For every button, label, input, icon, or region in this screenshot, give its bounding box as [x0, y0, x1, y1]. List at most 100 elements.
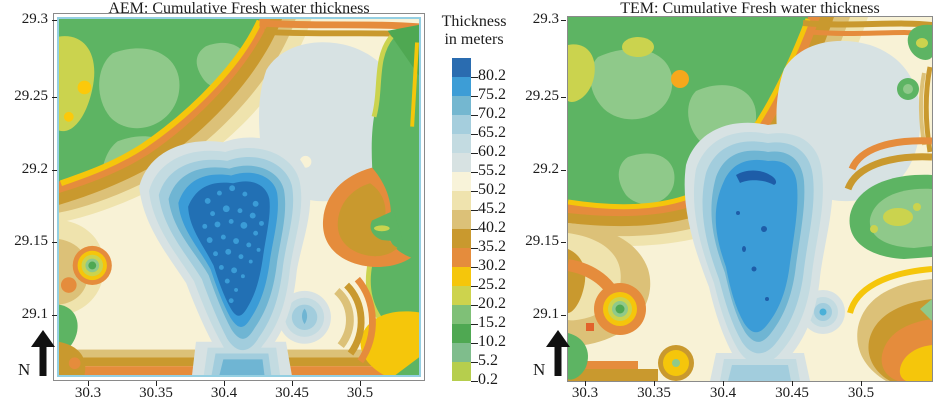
legend-swatch [452, 172, 471, 191]
aem-title: AEM: Cumulative Fresh water thickness [108, 0, 370, 17]
aem-y-tick-label: 29.3 [21, 11, 48, 27]
legend-level-label: 75.2 [478, 86, 506, 103]
legend-level-label: 0.2 [478, 371, 498, 388]
tem-east-edge-features [844, 24, 933, 259]
tem-y-tick-mark [561, 170, 566, 171]
aem-x-tick-mark [360, 381, 361, 386]
legend-level-label: 80.2 [478, 67, 506, 84]
aem-y-tick-mark [52, 20, 57, 21]
aem-north-label: N [18, 360, 31, 379]
tem-y-tick-label: 29.3 [532, 11, 559, 27]
legend-level-label: 15.2 [478, 314, 506, 331]
legend-swatch [452, 324, 471, 343]
legend-tick-mark [471, 96, 478, 97]
aem-x-tick-label: 30.4 [210, 385, 238, 401]
legend-tick-mark [471, 115, 478, 116]
tem-y-tick-mark [561, 97, 566, 98]
aem-north-arrow [30, 330, 56, 376]
tem-north-arrow [545, 330, 571, 376]
legend-level-label: 5.2 [478, 352, 498, 369]
tem-x-tick-mark [861, 381, 862, 386]
legend-tick-mark [471, 210, 478, 211]
aem-deep-zone-speckles [202, 185, 264, 304]
legend-level-label: 35.2 [478, 238, 506, 255]
aem-x-tick-mark [88, 381, 89, 386]
aem-plot-inner-frame [57, 17, 421, 377]
legend-tick-mark [471, 381, 478, 382]
tem-y-tick-label: 29.25 [525, 88, 559, 104]
tem-y-tick-mark [561, 20, 566, 21]
legend-tick-mark [471, 191, 478, 192]
legend-tick-mark [471, 153, 478, 154]
tem-x-tick-mark [723, 381, 724, 386]
legend-tick-mark [471, 267, 478, 268]
tem-north-label: N [533, 360, 546, 379]
aem-y-tick-mark [52, 97, 57, 98]
legend-title-line2: in meters [444, 31, 504, 48]
aem-contour-map [59, 19, 420, 375]
legend-tick-mark [471, 77, 478, 78]
tem-x-tick-mark [792, 381, 793, 386]
aem-y-tick-label: 29.2 [21, 161, 48, 177]
legend-swatch [452, 286, 471, 305]
aem-x-tick-label: 30.45 [275, 385, 309, 401]
tem-x-tick-label: 30.4 [709, 385, 737, 401]
tem-x-tick-label: 30.45 [775, 385, 809, 401]
aem-y-tick-mark [52, 242, 57, 243]
legend-level-label: 45.2 [478, 200, 506, 217]
aem-southwest-features [59, 219, 112, 375]
legend-swatch [452, 77, 471, 96]
legend-level-label: 20.2 [478, 295, 506, 312]
legend-level-label: 40.2 [478, 219, 506, 236]
legend-tick-mark [471, 248, 478, 249]
aem-x-tick-mark [224, 381, 225, 386]
legend-swatch [452, 58, 471, 77]
aem-x-tick-mark [156, 381, 157, 386]
legend-tick-mark [471, 134, 478, 135]
tem-deep-zone-marks [736, 170, 777, 301]
legend-swatch [452, 248, 471, 267]
aem-x-tick-label: 30.35 [139, 385, 173, 401]
legend-tick-mark [471, 343, 478, 344]
tem-y-tick-label: 29.1 [532, 306, 559, 322]
legend-tick-mark [471, 286, 478, 287]
legend-level-label: 60.2 [478, 143, 506, 160]
aem-y-tick-label: 29.1 [21, 306, 48, 322]
legend-swatch [452, 305, 471, 324]
tem-x-tick-label: 30.3 [571, 385, 599, 401]
tem-plot-frame [566, 16, 933, 382]
legend-swatch [452, 134, 471, 153]
tem-y-tick-mark [561, 242, 566, 243]
tem-y-tick-label: 29.2 [532, 161, 559, 177]
tem-x-tick-mark [585, 381, 586, 386]
legend-swatch [452, 362, 471, 381]
legend-level-label: 50.2 [478, 181, 506, 198]
tem-y-tick-label: 29.15 [525, 233, 559, 249]
legend-level-label: 55.2 [478, 162, 506, 179]
tem-x-tick-mark [654, 381, 655, 386]
aem-east-orange-gold-feature [322, 167, 412, 267]
legend-swatch [452, 96, 471, 115]
legend-tick-mark [471, 362, 478, 363]
legend-swatch [452, 343, 471, 362]
legend-swatch [452, 210, 471, 229]
tem-y-tick-mark [561, 315, 566, 316]
legend-title-line1: Thickness [441, 13, 507, 30]
aem-y-tick-mark [52, 170, 57, 171]
aem-plot-frame [53, 13, 425, 381]
tem-southwest-features [566, 259, 694, 381]
tem-x-tick-label: 30.5 [847, 385, 875, 401]
aem-x-tick-mark [292, 381, 293, 386]
aem-southeast-pocket-rings [278, 276, 376, 364]
legend-swatch [452, 229, 471, 248]
legend-level-label: 65.2 [478, 124, 506, 141]
tem-deep-zone [684, 122, 833, 381]
legend-tick-mark [471, 172, 478, 173]
tem-southeast-corner-bands [847, 266, 933, 381]
legend-swatch [452, 267, 471, 286]
aem-x-tick-label: 30.5 [346, 385, 374, 401]
legend-swatch [452, 191, 471, 210]
tem-contour-map [566, 17, 933, 381]
legend-swatch [452, 115, 471, 134]
legend-level-label: 30.2 [478, 257, 506, 274]
